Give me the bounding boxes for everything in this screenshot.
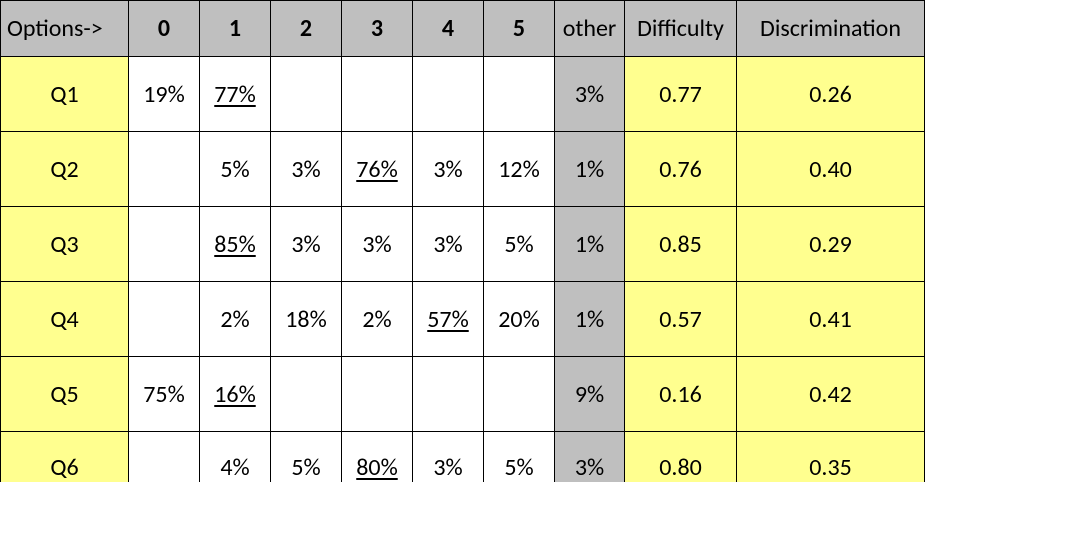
- col-header-opt3: 3: [342, 1, 413, 57]
- correct-answer-value: 57%: [427, 305, 468, 334]
- cell-opt3: [342, 357, 413, 432]
- cell-opt4: [413, 357, 484, 432]
- cell-opt4: 57%: [413, 282, 484, 357]
- row-label: Q6: [1, 432, 129, 482]
- cell-opt3: 80%: [342, 432, 413, 482]
- cell-opt2: 18%: [271, 282, 342, 357]
- cell-opt1: 2%: [200, 282, 271, 357]
- cell-discrimination: 0.42: [737, 357, 925, 432]
- cell-difficulty: 0.76: [625, 132, 737, 207]
- cell-opt1: 4%: [200, 432, 271, 482]
- col-header-discrimination: Discrimination: [737, 1, 925, 57]
- cell-discrimination: 0.41: [737, 282, 925, 357]
- table-row: Q119% 77% 3%0.770.26: [1, 57, 925, 132]
- row-label: Q2: [1, 132, 129, 207]
- cell-other: 3%: [555, 432, 625, 482]
- table-body: Q119%77%3%0.770.26Q25%3%76%3%12%1%0.760.…: [1, 57, 925, 482]
- cell-opt0: [129, 282, 200, 357]
- cell-difficulty: 0.57: [625, 282, 737, 357]
- cell-other: 1%: [555, 282, 625, 357]
- cell-opt0: [129, 132, 200, 207]
- cell-opt1: 5%: [200, 132, 271, 207]
- cell-other: 1%: [555, 207, 625, 282]
- cell-other: 1%: [555, 132, 625, 207]
- cell-opt5: 5%: [484, 207, 555, 282]
- cell-opt1: 16%: [200, 357, 271, 432]
- table-row: Q4 2%18%2% 57% 20%1%0.570.41: [1, 282, 925, 357]
- cell-opt5: [484, 357, 555, 432]
- cell-opt3: [342, 57, 413, 132]
- col-header-label: Options->: [1, 1, 129, 57]
- cell-difficulty: 0.80: [625, 432, 737, 482]
- cell-opt5: 5%: [484, 432, 555, 482]
- cell-opt0: 75%: [129, 357, 200, 432]
- col-header-other: other: [555, 1, 625, 57]
- cell-opt2: [271, 57, 342, 132]
- cell-opt2: [271, 357, 342, 432]
- cell-opt4: 3%: [413, 432, 484, 482]
- cell-opt2: 3%: [271, 132, 342, 207]
- cell-discrimination: 0.26: [737, 57, 925, 132]
- correct-answer-value: 76%: [356, 155, 397, 184]
- col-header-opt4: 4: [413, 1, 484, 57]
- item-analysis-table: Options->012345otherDifficultyDiscrimina…: [0, 0, 925, 482]
- row-label: Q1: [1, 57, 129, 132]
- col-header-difficulty: Difficulty: [625, 1, 737, 57]
- cell-opt5: [484, 57, 555, 132]
- cell-opt2: 5%: [271, 432, 342, 482]
- table-header-row: Options->012345otherDifficultyDiscrimina…: [1, 1, 925, 57]
- correct-answer-value: 77%: [214, 80, 255, 109]
- cell-opt1: 77%: [200, 57, 271, 132]
- col-header-opt1: 1: [200, 1, 271, 57]
- correct-answer-value: 16%: [214, 380, 255, 409]
- cell-other: 3%: [555, 57, 625, 132]
- table-row: Q575% 16% 9%0.160.42: [1, 357, 925, 432]
- cell-opt3: 76%: [342, 132, 413, 207]
- table-row: Q25%3%76%3%12%1%0.760.40: [1, 132, 925, 207]
- cell-opt1: 85%: [200, 207, 271, 282]
- row-label: Q5: [1, 357, 129, 432]
- cell-discrimination: 0.35: [737, 432, 925, 482]
- cell-opt5: 20%: [484, 282, 555, 357]
- col-header-opt2: 2: [271, 1, 342, 57]
- col-header-opt5: 5: [484, 1, 555, 57]
- col-header-opt0: 0: [129, 1, 200, 57]
- row-label: Q3: [1, 207, 129, 282]
- correct-answer-value: 80%: [356, 453, 397, 482]
- cell-opt0: [129, 432, 200, 482]
- cell-opt0: 19%: [129, 57, 200, 132]
- row-label: Q4: [1, 282, 129, 357]
- table-row: Q64%5%80%3%5%3%0.800.35: [1, 432, 925, 482]
- table-row: Q385%3%3%3%5%1%0.850.29: [1, 207, 925, 282]
- cell-discrimination: 0.29: [737, 207, 925, 282]
- cell-opt4: 3%: [413, 132, 484, 207]
- correct-answer-value: 85%: [214, 230, 255, 259]
- cell-opt3: 3%: [342, 207, 413, 282]
- cell-opt4: [413, 57, 484, 132]
- cell-difficulty: 0.16: [625, 357, 737, 432]
- cell-discrimination: 0.40: [737, 132, 925, 207]
- cell-opt4: 3%: [413, 207, 484, 282]
- cell-opt0: [129, 207, 200, 282]
- cell-opt2: 3%: [271, 207, 342, 282]
- cell-difficulty: 0.85: [625, 207, 737, 282]
- cell-opt5: 12%: [484, 132, 555, 207]
- cell-opt3: 2%: [342, 282, 413, 357]
- cell-other: 9%: [555, 357, 625, 432]
- cell-difficulty: 0.77: [625, 57, 737, 132]
